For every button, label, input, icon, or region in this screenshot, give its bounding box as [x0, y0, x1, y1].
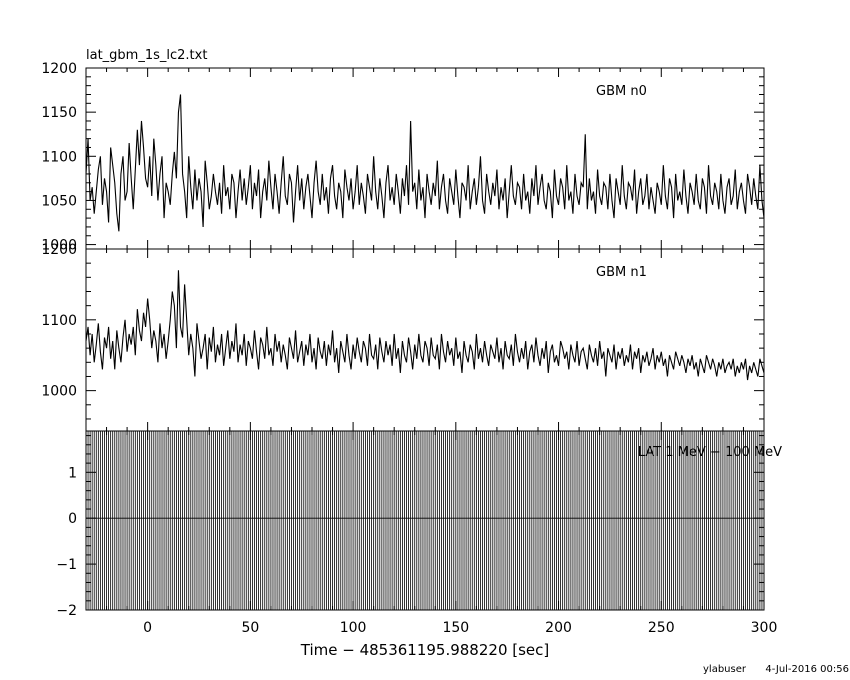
x-tick-label: 300	[751, 620, 778, 636]
y-tick-label: 1050	[41, 193, 77, 209]
x-tick-label: 250	[648, 620, 675, 636]
footer-user: ylabuser	[703, 664, 747, 675]
gbm-n0-series	[86, 94, 764, 232]
y-tick-label: −2	[56, 603, 77, 619]
lat-series	[86, 431, 764, 610]
y-tick-label: 1100	[41, 313, 77, 329]
y-tick-label: 1150	[41, 105, 77, 121]
x-tick-label: 0	[143, 620, 152, 636]
gbm-n1-series	[86, 270, 764, 381]
figure-title: lat_gbm_1s_lc2.txt	[86, 48, 207, 63]
y-tick-label: 1	[68, 465, 77, 481]
panel-gbm-n1: 1000 1100 1200 GBM n1	[41, 242, 765, 432]
x-tick-label: 100	[340, 620, 367, 636]
gbm-n1-series-line	[86, 270, 764, 381]
y-tick-label: 1100	[41, 149, 77, 165]
gbm-n0-label: GBM n0	[596, 84, 647, 99]
x-axis-label: Time − 485361195.988220 [sec]	[300, 641, 550, 659]
y-tick-label: 1000	[41, 384, 77, 400]
gbm-n0-frame	[85, 67, 765, 250]
footer-date: 4-Jul-2016 00:56	[765, 664, 849, 675]
lat-frame	[85, 430, 765, 611]
panel-lat: −2 −1 0 1 LAT 1 MeV − 100 MeV	[56, 430, 782, 619]
panel-gbm-n0: 1000 1050 1100 1150 1200 GBM n0	[41, 61, 765, 254]
x-tick-label: 200	[545, 620, 572, 636]
y-tick-label: 0	[68, 511, 77, 527]
time-axis-tick-labels: 0 50 100 150 200 250 300	[143, 620, 777, 636]
x-tick-label: 150	[442, 620, 469, 636]
gbm-n0-series-line	[86, 94, 764, 232]
gbm-n0-axis-ticks: 1000 1050 1100 1150 1200	[41, 61, 765, 254]
y-tick-label: −1	[56, 557, 77, 573]
x-tick-label: 50	[241, 620, 259, 636]
gbm-n1-axis-ticks: 1000 1100 1200	[41, 242, 765, 431]
y-tick-label: 1200	[41, 61, 77, 77]
lat-label: LAT 1 MeV − 100 MeV	[638, 445, 782, 460]
gbm-n1-label: GBM n1	[596, 265, 647, 280]
lat-axis-ticks: −2 −1 0 1	[56, 431, 765, 619]
y-tick-label: 1200	[41, 242, 77, 258]
y-tick-label: 1000	[41, 238, 77, 254]
